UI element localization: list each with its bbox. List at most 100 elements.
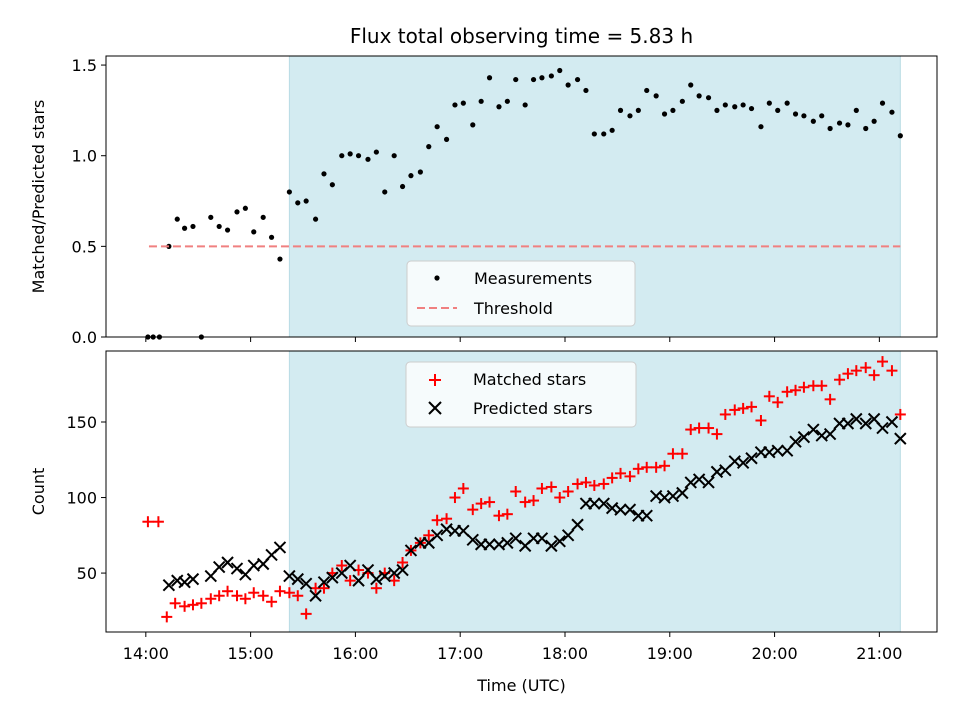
predicted-star-point	[561, 529, 575, 542]
predicted-star-point	[771, 444, 784, 457]
predicted-star-point	[221, 556, 234, 569]
predicted-star-point	[597, 497, 610, 510]
matched-star-point	[746, 401, 758, 413]
x-tick-label: 21:00	[856, 644, 902, 663]
count-y-axis-label: Count	[29, 468, 48, 516]
measurement-point	[399, 183, 406, 190]
measurement-point	[224, 227, 231, 233]
measurement-point	[635, 107, 641, 113]
matched-star-point	[772, 396, 784, 408]
predicted-star-point	[162, 578, 176, 592]
y-tick-label: 50	[77, 564, 97, 583]
measurement-point	[513, 76, 519, 83]
predicted-star-point	[370, 572, 383, 586]
measurement-point	[504, 98, 510, 104]
measurement-point	[758, 124, 764, 130]
predicted-star-point	[326, 571, 339, 584]
measurement-point	[688, 82, 694, 88]
matched-star-point	[248, 587, 260, 599]
predicted-star-point	[692, 473, 706, 486]
matched-star-point	[195, 597, 207, 609]
matched-star-point	[370, 582, 382, 594]
measurement-point	[539, 75, 545, 81]
predicted-star-point	[171, 574, 184, 587]
matched-star-point	[169, 597, 181, 609]
predicted-star-point	[273, 541, 287, 554]
measurement-point	[321, 171, 327, 177]
measurement-point	[339, 153, 345, 159]
count-legend-box	[405, 361, 637, 428]
predicted-star-point	[178, 575, 191, 589]
matched-star-point	[187, 599, 199, 611]
measurement-point	[810, 118, 816, 124]
measurement-point	[871, 118, 877, 124]
y-tick-label: 0.0	[72, 328, 97, 347]
matched-star-point	[222, 585, 234, 597]
matched-star-point	[842, 368, 854, 380]
measurement-point	[234, 209, 240, 215]
measurement-point	[889, 109, 895, 115]
predicted-star-point	[859, 417, 872, 430]
matched-star-point	[816, 380, 828, 392]
count-x-ticks: 14:00 15:00 16:00 17:00 18:00 19:00 20:00 21:00	[123, 632, 902, 663]
matched-star-point	[632, 463, 644, 475]
measurement-point	[836, 120, 843, 126]
matched-star-point	[493, 510, 505, 522]
matched-star-point	[650, 461, 662, 473]
measurement-point	[732, 104, 738, 110]
measurement-point	[827, 125, 833, 132]
x-tick-label: 15:00	[228, 644, 274, 663]
measurement-point	[617, 107, 624, 113]
legend-label-predicted-stars: Predicted stars	[473, 399, 593, 418]
measurement-point	[496, 104, 502, 110]
x-tick-label: 19:00	[647, 644, 693, 663]
predicted-star-point	[396, 563, 409, 577]
measurement-point	[661, 111, 668, 117]
matched-star-point	[257, 590, 269, 602]
matched-star-point	[554, 492, 566, 504]
predicted-star-point	[343, 559, 357, 572]
x-tick-label: 16:00	[332, 644, 378, 663]
matched-star-point	[729, 404, 741, 416]
predicted-star-point	[702, 476, 715, 489]
predicted-star-point	[841, 417, 855, 430]
chart-title: Flux total observing time = 5.83 h	[350, 24, 693, 48]
matched-star-point	[266, 596, 278, 608]
predicted-star-point	[885, 415, 899, 429]
measurement-point	[601, 131, 607, 137]
measurement-point	[565, 82, 571, 88]
predicted-star-point	[571, 518, 584, 531]
measurement-point	[295, 200, 301, 206]
matched-star-point	[510, 486, 522, 497]
y-tick-label: 0.5	[72, 237, 97, 256]
predicted-star-point	[299, 577, 313, 590]
measurement-point	[583, 87, 589, 94]
predicted-star-point	[387, 566, 401, 580]
measurement-point	[277, 256, 283, 262]
matched-star-point	[798, 381, 810, 393]
matched-star-point	[894, 408, 906, 420]
matched-star-point	[441, 513, 453, 525]
matched-star-point	[467, 504, 479, 516]
count-axes-frame	[105, 350, 938, 633]
matched-star-point	[824, 393, 836, 405]
matched-star-point	[572, 478, 584, 490]
ratio-y-axis-label: Matched/Predicted stars	[29, 100, 48, 294]
matched-star-point	[850, 365, 862, 377]
matched-star-point	[344, 575, 356, 587]
predicted-star-point	[736, 456, 750, 470]
measurement-point	[216, 223, 222, 230]
measurement-point	[382, 189, 388, 195]
matched-star-point	[431, 514, 443, 526]
predicted-star-point	[317, 575, 331, 589]
measurement-point	[792, 111, 799, 117]
predicted-star-point	[501, 536, 514, 550]
measurement-point	[268, 234, 275, 240]
measurement-point	[478, 98, 484, 104]
measurement-point	[251, 229, 257, 235]
measurement-point	[408, 173, 414, 179]
x-axis-label: Time (UTC)	[476, 676, 565, 695]
measurement-point	[609, 127, 615, 133]
predicted-star-point	[509, 532, 522, 545]
predicted-star-point	[283, 569, 296, 583]
